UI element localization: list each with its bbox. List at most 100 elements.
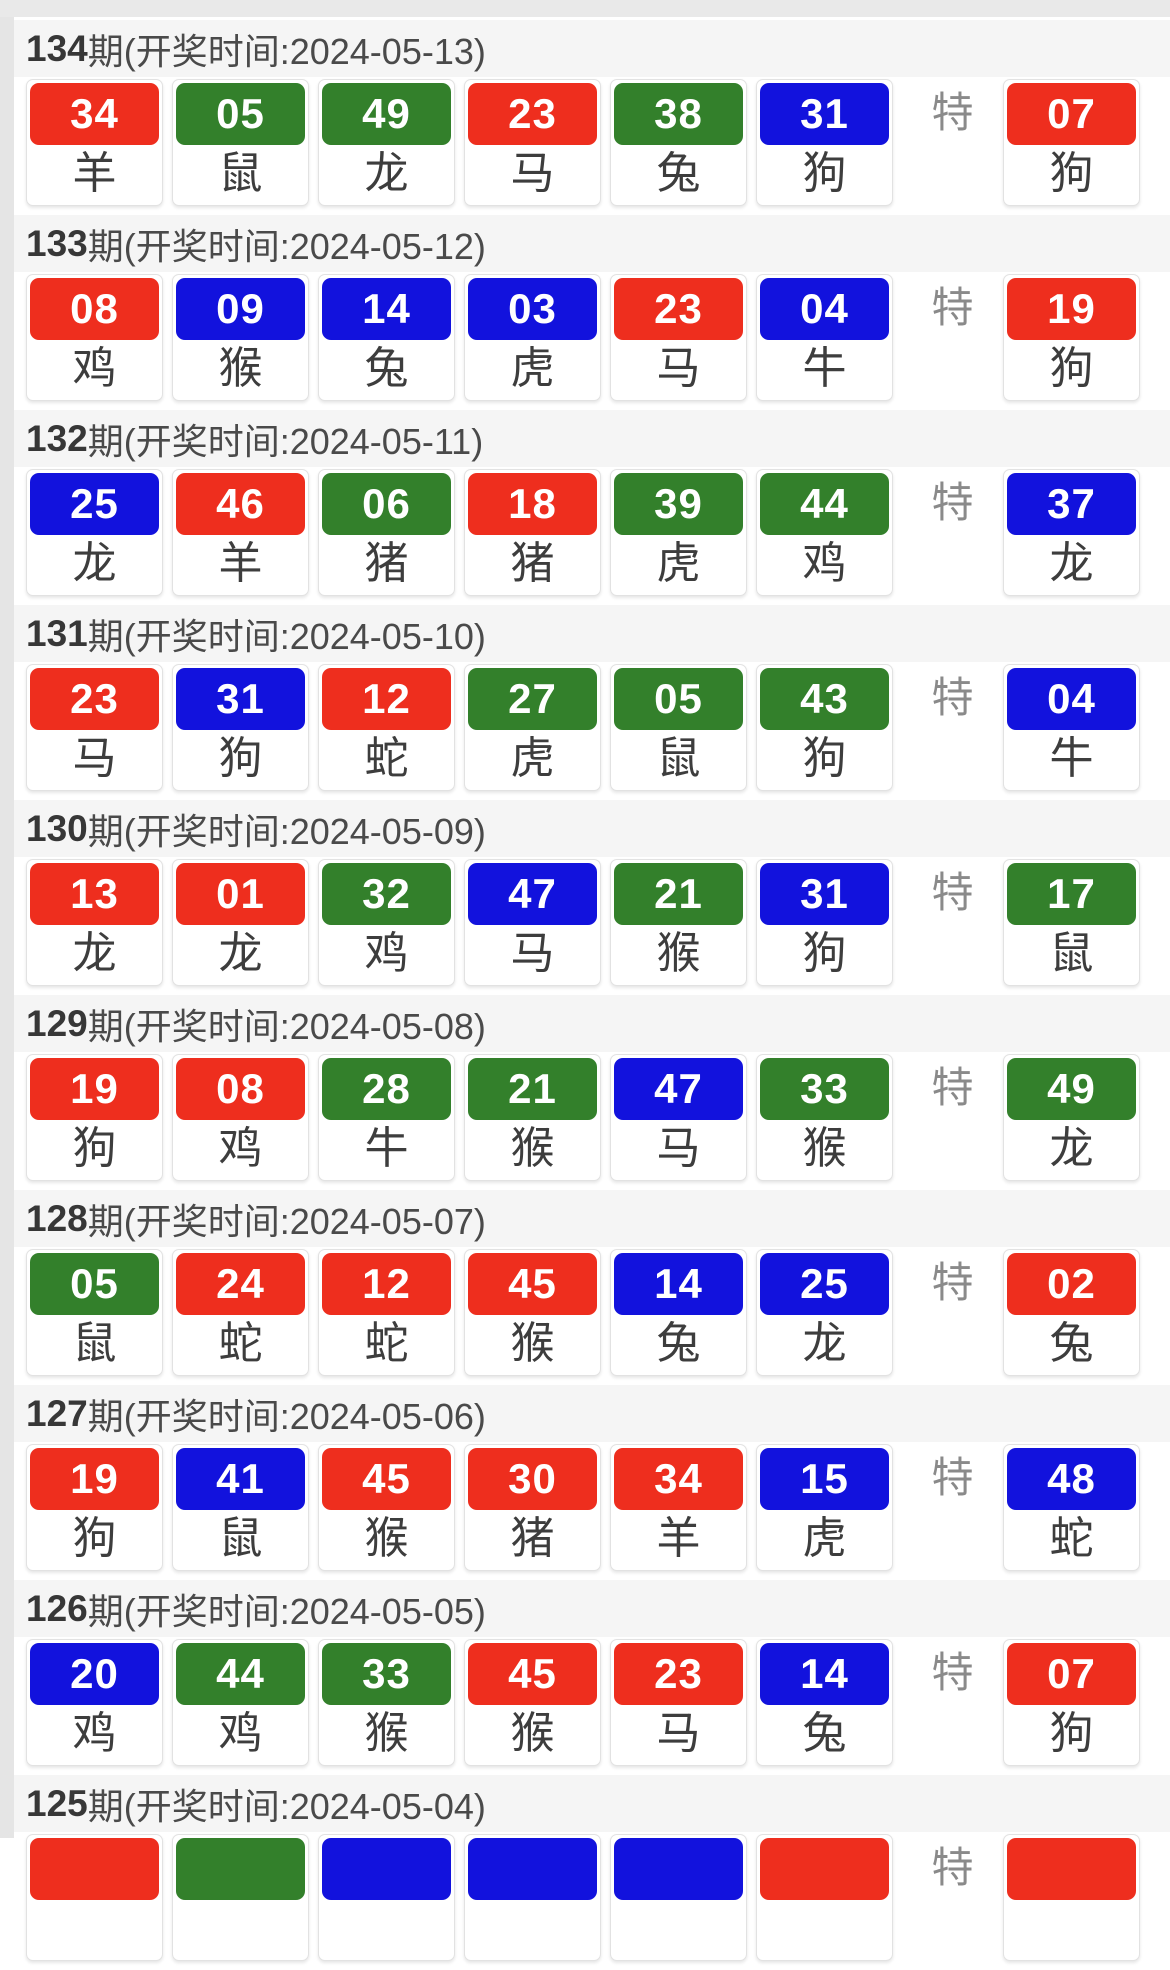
number-ball: 34: [30, 83, 159, 145]
zodiac-label: 虎: [656, 539, 701, 588]
number-ball: 47: [614, 1058, 743, 1120]
number-ball: 14: [614, 1253, 743, 1315]
number-ball: [176, 1838, 305, 1900]
special-label: 特: [931, 1454, 974, 1501]
special-number-cell: 48 蛇: [1003, 1444, 1140, 1571]
zodiac-label: 龙: [218, 929, 263, 978]
zodiac-label: 牛: [1049, 734, 1094, 783]
number-cell: 03 虎: [464, 274, 601, 401]
zodiac-label: 猴: [510, 1709, 555, 1758]
draw-period: 129: [26, 1002, 88, 1044]
draw-time: 期(开奖时间:2024-05-10): [87, 615, 486, 657]
number-cell: 45 猴: [464, 1639, 601, 1766]
zodiac-label: 马: [656, 1709, 701, 1758]
zodiac-label: 虎: [510, 344, 555, 393]
draw-balls-row: 25 龙 46 羊 06 猪 18 猪 39 虎 44 鸡 特 37 龙: [14, 469, 1170, 596]
number-cell: 25 龙: [756, 1249, 893, 1376]
zodiac-label: 兔: [656, 1319, 701, 1368]
number-cell: 47 马: [610, 1054, 747, 1181]
number-ball: 37: [1007, 473, 1136, 535]
number-ball: 49: [1007, 1058, 1136, 1120]
number-cell: 46 羊: [172, 469, 309, 596]
number-cell: 43 狗: [756, 664, 893, 791]
zodiac-label: 鼠: [1049, 929, 1094, 978]
zodiac-label: 龙: [1049, 539, 1094, 588]
top-strip: [0, 0, 1170, 17]
zodiac-label: 龙: [72, 539, 117, 588]
special-label: 特: [931, 1259, 974, 1306]
number-ball: 46: [176, 473, 305, 535]
number-cell: 34 羊: [610, 1444, 747, 1571]
number-ball: 17: [1007, 863, 1136, 925]
number-cell: 05 鼠: [610, 664, 747, 791]
zodiac-label: 兔: [802, 1709, 847, 1758]
number-ball: 09: [176, 278, 305, 340]
draw-header: 128 期(开奖时间:2024-05-07): [14, 1190, 1170, 1247]
number-cell: 38 兔: [610, 79, 747, 206]
zodiac-label: 狗: [802, 734, 847, 783]
number-cell: 31 狗: [756, 79, 893, 206]
draw-header: 131 期(开奖时间:2024-05-10): [14, 605, 1170, 662]
zodiac-label: 狗: [802, 149, 847, 198]
number-cell: 21 猴: [464, 1054, 601, 1181]
zodiac-label: 猴: [364, 1514, 409, 1563]
special-number-cell: 49 龙: [1003, 1054, 1140, 1181]
number-cell: 25 龙: [26, 469, 163, 596]
number-ball: 19: [30, 1058, 159, 1120]
zodiac-label: 马: [656, 344, 701, 393]
zodiac-label: 猪: [510, 539, 555, 588]
number-ball: 03: [468, 278, 597, 340]
number-cell: [610, 1834, 747, 1961]
number-cell: 05 鼠: [172, 79, 309, 206]
number-cell: 12 蛇: [318, 664, 455, 791]
number-cell: 28 牛: [318, 1054, 455, 1181]
draw-section: 132 期(开奖时间:2024-05-11) 25 龙 46 羊 06 猪 18 …: [14, 410, 1170, 596]
number-ball: 21: [614, 863, 743, 925]
number-ball: 23: [468, 83, 597, 145]
number-ball: [30, 1838, 159, 1900]
draw-time: 期(开奖时间:2024-05-13): [87, 30, 486, 72]
draw-header: 127 期(开奖时间:2024-05-06): [14, 1385, 1170, 1442]
zodiac-label: 兔: [364, 344, 409, 393]
zodiac-label: 羊: [218, 539, 263, 588]
number-ball: 19: [30, 1448, 159, 1510]
zodiac-label: 猴: [802, 1124, 847, 1173]
number-ball: [760, 1838, 889, 1900]
zodiac-label: 狗: [72, 1124, 117, 1173]
draw-header: 132 期(开奖时间:2024-05-11): [14, 410, 1170, 467]
draw-time: 期(开奖时间:2024-05-11): [87, 420, 484, 462]
special-label: 特: [931, 674, 974, 721]
draw-balls-row: 特: [14, 1834, 1170, 1961]
zodiac-label: 牛: [364, 1124, 409, 1173]
zodiac-label: 鼠: [72, 1319, 117, 1368]
number-ball: 45: [468, 1643, 597, 1705]
draw-period: 133: [26, 222, 88, 264]
special-number-cell: 17 鼠: [1003, 859, 1140, 986]
number-cell: 01 龙: [172, 859, 309, 986]
number-ball: 02: [1007, 1253, 1136, 1315]
zodiac-label: 狗: [1049, 344, 1094, 393]
number-cell: 04 牛: [756, 274, 893, 401]
zodiac-label: [319, 1900, 454, 1958]
number-cell: 32 鸡: [318, 859, 455, 986]
special-number-cell: 07 狗: [1003, 1639, 1140, 1766]
zodiac-label: [465, 1900, 600, 1958]
special-number-cell: 37 龙: [1003, 469, 1140, 596]
number-ball: 38: [614, 83, 743, 145]
number-ball: 04: [1007, 668, 1136, 730]
number-cell: 44 鸡: [756, 469, 893, 596]
number-cell: 19 狗: [26, 1054, 163, 1181]
special-number-cell: 19 狗: [1003, 274, 1140, 401]
special-number-cell: 04 牛: [1003, 664, 1140, 791]
draw-balls-row: 08 鸡 09 猴 14 兔 03 虎 23 马 04 牛 特 19 狗: [14, 274, 1170, 401]
number-cell: 14 兔: [756, 1639, 893, 1766]
zodiac-label: 鸡: [802, 539, 847, 588]
draw-header: 134 期(开奖时间:2024-05-13): [14, 20, 1170, 77]
number-ball: 32: [322, 863, 451, 925]
number-ball: 05: [176, 83, 305, 145]
number-cell: 23 马: [464, 79, 601, 206]
number-cell: 05 鼠: [26, 1249, 163, 1376]
number-ball: [468, 1838, 597, 1900]
number-ball: 45: [322, 1448, 451, 1510]
number-ball: 47: [468, 863, 597, 925]
